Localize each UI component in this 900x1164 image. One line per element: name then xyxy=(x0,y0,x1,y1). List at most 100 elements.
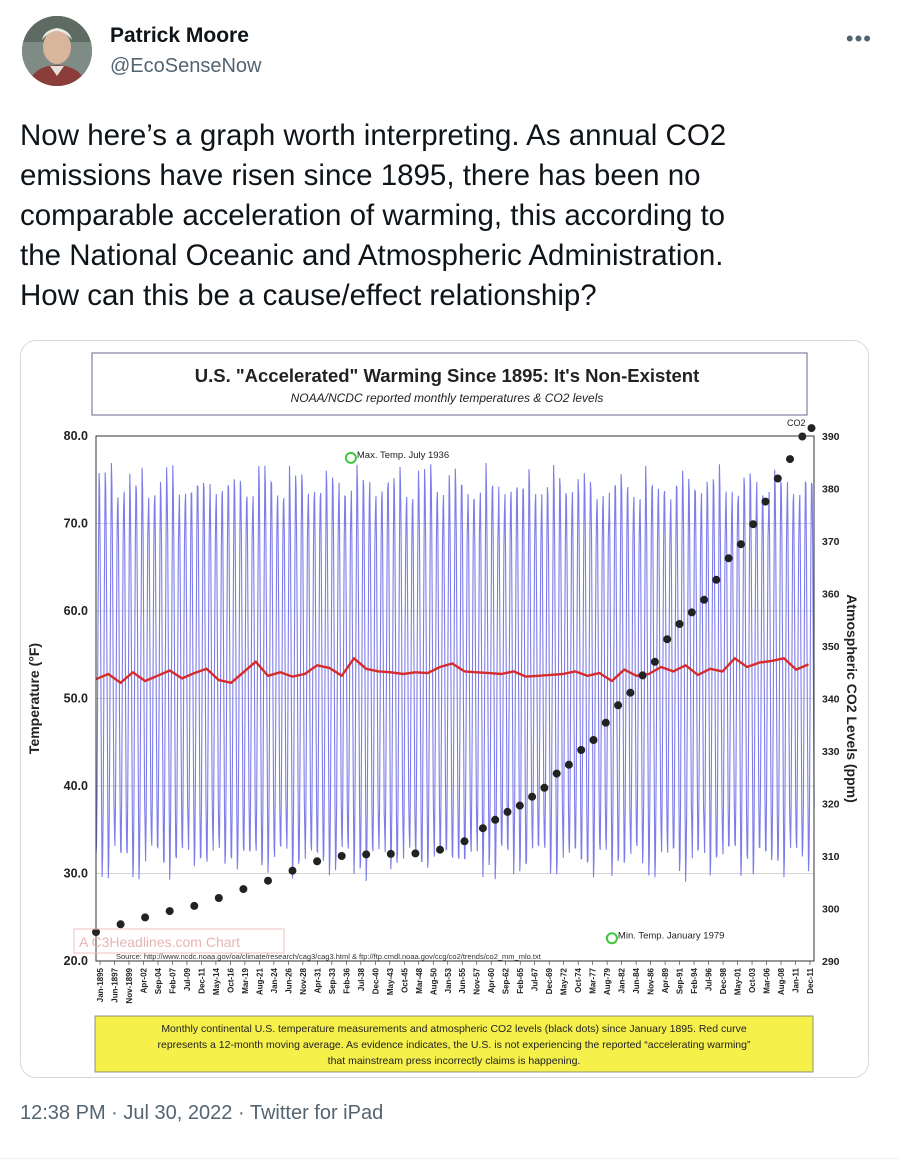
co2-point xyxy=(165,907,174,916)
x-tick-label: May-43 xyxy=(386,967,395,995)
x-tick-label: Sep-04 xyxy=(154,967,163,994)
x-tick-label: Nov-1899 xyxy=(125,967,134,1003)
annotation-marker xyxy=(605,932,618,945)
co2-point xyxy=(460,837,469,846)
watermark: A C3Headlines.com Chart xyxy=(79,934,240,950)
co2-point xyxy=(675,620,684,628)
y-axis-label: Temperature (°F) xyxy=(26,643,42,754)
author-name[interactable]: Patrick Moore xyxy=(110,24,249,47)
co2-point xyxy=(749,520,758,529)
x-tick-label: Mar-06 xyxy=(763,967,772,993)
x-tick-label: Sep-91 xyxy=(676,967,685,994)
caption-line-1: Monthly continental U.S. temperature mea… xyxy=(161,1023,747,1035)
co2-point xyxy=(313,857,322,866)
y-tick-label: 80.0 xyxy=(64,429,88,443)
x-tick-label: Jun-55 xyxy=(458,967,467,993)
co2-point xyxy=(478,824,487,833)
moving-average-series xyxy=(95,657,809,684)
y2-tick-label: 310 xyxy=(822,851,840,863)
co2-point xyxy=(564,760,573,769)
left-axis-ticks: 80.0 70.0 60.0 50.0 40.0 30.0 20.0 xyxy=(64,429,88,968)
watermark-box xyxy=(73,928,285,954)
x-tick-label: Mar-19 xyxy=(241,967,250,993)
annotations: Max. Temp. July 1936 Min. Temp. January 1… xyxy=(344,418,806,945)
co2-point xyxy=(626,688,635,697)
x-tick-label: May-14 xyxy=(212,967,221,995)
co2-point xyxy=(337,852,346,860)
x-tick-label: May-72 xyxy=(560,967,569,995)
co2-point xyxy=(288,866,297,875)
co2-point xyxy=(650,657,659,666)
plot-frame xyxy=(95,435,815,962)
co2-point xyxy=(515,801,524,810)
co2-point xyxy=(687,608,696,617)
x-tick-label: May-01 xyxy=(734,967,743,995)
y2-tick-label: 330 xyxy=(822,746,840,758)
y-tick-label: 50.0 xyxy=(64,692,88,706)
x-tick-label: Jan-53 xyxy=(444,967,453,993)
x-tick-label: Aug-21 xyxy=(255,967,264,995)
tweet-media-chart[interactable]: U.S. "Accelerated" Warming Since 1895: I… xyxy=(20,340,869,1078)
x-tick-label: Dec-98 xyxy=(719,967,728,994)
x-tick-label: Dec-69 xyxy=(545,967,554,994)
x-tick-label: Aug-50 xyxy=(429,967,438,995)
x-tick-label: Dec-11 xyxy=(197,967,206,993)
caption-box xyxy=(94,1015,814,1073)
y-tick-label: 70.0 xyxy=(64,517,88,531)
co2-point xyxy=(239,885,248,894)
co2-point xyxy=(614,701,623,710)
author-handle[interactable]: @EcoSenseNow xyxy=(110,55,262,77)
x-axis-ticks: Jan-1895 Jun-1897 Nov-1899 Apr-02 Sep-04 Feb-… xyxy=(96,961,815,1004)
co2-point xyxy=(411,849,420,858)
y2-axis-label: Atmospheric CO2 Levels (ppm) xyxy=(844,594,860,803)
co2-point xyxy=(362,850,371,859)
source-note: Source: http://www.ncdc.noaa.gov/oa/clim… xyxy=(116,952,542,961)
y2-tick-label: 360 xyxy=(822,589,840,601)
co2-point xyxy=(491,815,500,824)
x-tick-label: Oct-45 xyxy=(400,967,409,992)
x-tick-label: Nov-28 xyxy=(299,967,308,994)
co2-point xyxy=(638,671,647,680)
x-tick-label: Jul-09 xyxy=(183,967,192,991)
avatar[interactable] xyxy=(22,16,92,86)
annotation-label: Max. Temp. July 1936 xyxy=(357,450,449,461)
x-tick-label: Feb-36 xyxy=(342,967,351,993)
x-tick-label: Aug-08 xyxy=(777,967,786,995)
co2-point xyxy=(264,876,272,885)
x-tick-label: Sep-33 xyxy=(328,967,337,994)
x-tick-label: Jun-26 xyxy=(284,967,293,993)
x-tick-label: Oct-03 xyxy=(748,967,757,992)
co2-annotation: CO2 xyxy=(787,418,806,428)
co2-point xyxy=(663,635,672,644)
tweet-date[interactable]: Jul 30, 2022 xyxy=(123,1102,233,1124)
tweet-source[interactable]: Twitter for iPad xyxy=(249,1102,384,1124)
y2-tick-label: 290 xyxy=(822,956,840,968)
x-tick-label: Oct-16 xyxy=(226,967,235,992)
y2-tick-label: 390 xyxy=(822,431,840,443)
co2-point xyxy=(116,920,125,929)
co2-point xyxy=(724,554,733,563)
moving-average-line xyxy=(95,657,809,684)
x-tick-label: Feb-65 xyxy=(516,967,525,993)
more-horizontal-icon[interactable]: ••• xyxy=(845,26,872,51)
x-tick-label: Jul-96 xyxy=(705,967,714,991)
co2-point xyxy=(736,540,745,549)
co2-point xyxy=(786,455,794,464)
right-axis-ticks: 390 380 370 360 350 340 330 320 310 300 290 xyxy=(822,431,840,968)
monthly-temperature-line xyxy=(95,462,815,882)
co2-point xyxy=(712,575,721,584)
co2-point xyxy=(386,849,395,858)
x-tick-label: Dec-11 xyxy=(806,967,815,993)
x-tick-label: Mar-77 xyxy=(589,967,598,993)
x-tick-label: Apr-02 xyxy=(139,967,148,993)
tweet-time[interactable]: 12:38 PM xyxy=(20,1102,106,1124)
x-tick-label: Apr-31 xyxy=(313,967,322,993)
x-tick-label: Sep-62 xyxy=(502,967,511,994)
y-tick-label: 20.0 xyxy=(64,954,88,968)
caption-line-3: that mainstream press incorrectly claims… xyxy=(328,1055,581,1067)
chart-svg: U.S. "Accelerated" Warming Since 1895: I… xyxy=(21,341,868,1077)
x-tick-label: Aug-79 xyxy=(603,967,612,995)
x-tick-label: Nov-86 xyxy=(647,967,656,994)
x-tick-label: Apr-60 xyxy=(487,967,496,993)
co2-point xyxy=(214,894,223,902)
